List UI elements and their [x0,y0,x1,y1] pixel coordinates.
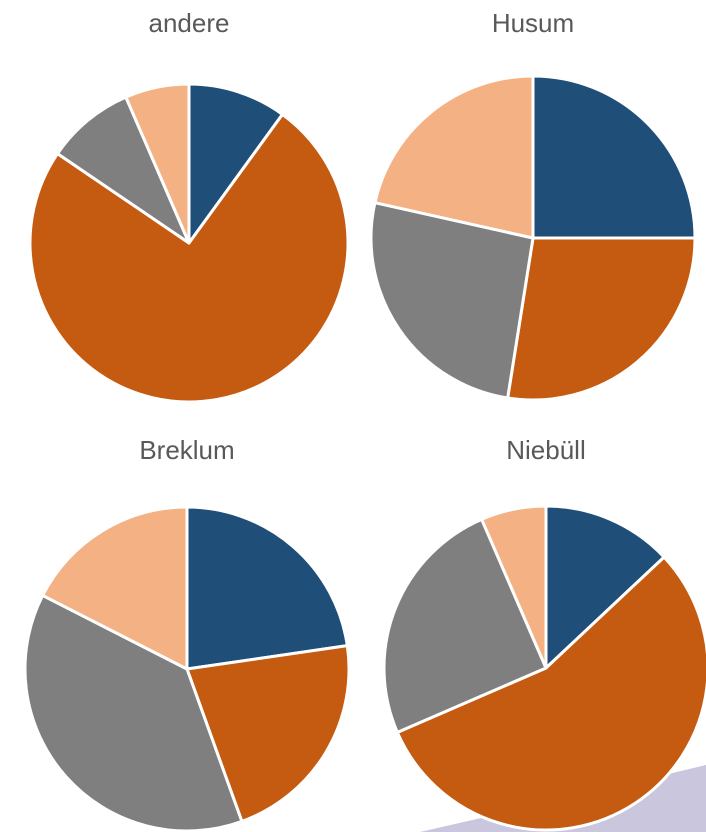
pie-slice [544,504,666,670]
pie-slice [369,201,535,400]
chart-title: Niebüll [506,435,586,465]
pie-slice [506,236,697,402]
pie-slice [382,517,548,734]
chart-title: andere [149,8,230,38]
pie-slice [28,112,350,404]
pie-slice [124,82,191,245]
pie-slice [187,82,284,245]
pie-slice [531,74,697,240]
pie-slice [480,504,548,670]
background-shape [420,765,706,832]
pie-slice [373,74,535,240]
chart-title: Breklum [139,435,234,465]
chart-title: Husum [492,8,574,38]
pie-slice [55,95,191,245]
pie-slice [185,505,349,671]
pie-slice [395,555,706,832]
pie-slice [41,505,189,671]
pie-slice [23,593,244,832]
